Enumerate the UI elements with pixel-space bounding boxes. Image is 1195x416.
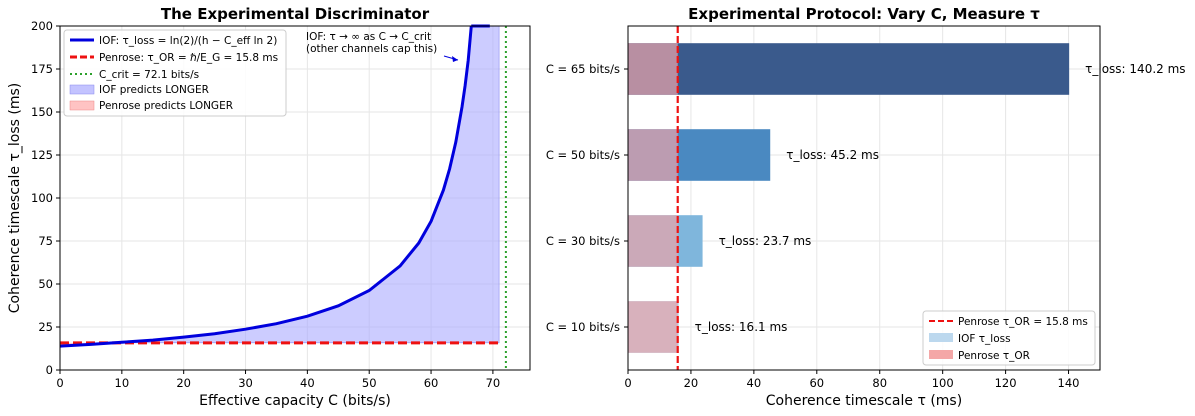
legend-swatch-iof-bar xyxy=(929,333,953,342)
left-chart: The Experimental Discriminator 0 10 20 30 40… xyxy=(7,5,531,409)
left-y-tick-label: 75 xyxy=(38,234,53,248)
right-x-tick-label: 120 xyxy=(995,376,1017,390)
left-y-tick-label: 200 xyxy=(31,19,53,33)
bar-value-label: τ_loss: 45.2 ms xyxy=(786,148,879,162)
left-x-tick-label: 0 xyxy=(56,376,63,390)
right-x-tick-label: 100 xyxy=(932,376,954,390)
right-y-tick-label: C = 65 bits/s xyxy=(546,62,620,76)
annotation-line-1: IOF: τ → ∞ as C → C_crit xyxy=(306,31,431,43)
legend-label-penrose-fill: Penrose predicts LONGER xyxy=(99,100,233,112)
penrose-bar xyxy=(628,129,678,181)
annotation-arrowhead xyxy=(452,56,458,62)
left-x-tick-label: 20 xyxy=(176,376,191,390)
left-x-tick-label: 60 xyxy=(424,376,439,390)
right-x-tick-label: 60 xyxy=(809,376,824,390)
penrose-bar xyxy=(628,301,678,353)
bar-value-label: τ_loss: 16.1 ms xyxy=(695,320,788,334)
left-x-ticks: 0 10 20 30 40 50 60 70 xyxy=(56,370,500,390)
right-bars xyxy=(628,43,1070,353)
legend-label-iof-bar: IOF τ_loss xyxy=(958,333,1011,345)
penrose-bar xyxy=(628,215,678,267)
right-value-labels: τ_loss: 16.1 ms τ_loss: 23.7 ms τ_loss: 45… xyxy=(695,62,1186,334)
left-annotation: IOF: τ → ∞ as C → C_crit (other channels… xyxy=(306,31,459,62)
annotation-line-2: (other channels cap this) xyxy=(306,43,437,55)
right-y-tick-label: C = 30 bits/s xyxy=(546,234,620,248)
right-legend: Penrose τ_OR = 15.8 ms IOF τ_loss Penros… xyxy=(922,310,1096,366)
left-x-axis-label: Effective capacity C (bits/s) xyxy=(199,393,391,409)
left-x-tick-label: 10 xyxy=(115,376,130,390)
right-x-axis-label: Coherence timescale τ (ms) xyxy=(766,393,962,409)
left-x-tick-label: 40 xyxy=(300,376,315,390)
iof-curve xyxy=(59,25,473,348)
right-x-ticks: 0 20 40 60 80 100 120 140 xyxy=(624,370,1080,390)
right-x-tick-label: 140 xyxy=(1058,376,1080,390)
right-chart: Experimental Protocol: Vary C, Measure τ… xyxy=(546,5,1186,409)
left-y-tick-label: 100 xyxy=(31,191,53,205)
legend-label-ccrit: C_crit = 72.1 bits/s xyxy=(99,69,199,81)
penrose-bar xyxy=(628,43,678,95)
right-x-tick-label: 0 xyxy=(624,376,631,390)
right-y-ticks: C = 10 bits/s C = 30 bits/s C = 50 bits/s C… xyxy=(546,62,628,334)
left-y-tick-label: 150 xyxy=(31,105,53,119)
left-chart-title: The Experimental Discriminator xyxy=(161,5,430,23)
left-legend-box xyxy=(63,29,287,117)
right-legend-box xyxy=(922,310,1096,366)
right-x-tick-label: 80 xyxy=(872,376,887,390)
right-x-tick-label: 40 xyxy=(747,376,762,390)
left-y-tick-label: 50 xyxy=(38,277,53,291)
left-y-tick-label: 175 xyxy=(31,62,53,76)
bar-value-label: τ_loss: 23.7 ms xyxy=(719,234,812,248)
bar-value-label: τ_loss: 140.2 ms xyxy=(1085,62,1185,76)
left-x-tick-label: 70 xyxy=(486,376,501,390)
legend-label-penrose-dash: Penrose τ_OR = 15.8 ms xyxy=(958,316,1088,328)
left-y-tick-label: 125 xyxy=(31,148,53,162)
left-legend: IOF: τ_loss = ln(2)/(h − C_eff ln 2) Pen… xyxy=(63,29,287,117)
right-y-tick-label: C = 10 bits/s xyxy=(546,320,620,334)
legend-swatch-penrose-fill xyxy=(69,100,95,111)
legend-label-iof-line: IOF: τ_loss = ln(2)/(h − C_eff ln 2) xyxy=(99,35,277,47)
right-chart-title: Experimental Protocol: Vary C, Measure τ xyxy=(688,5,1040,23)
legend-label-penrose-bar: Penrose τ_OR xyxy=(958,350,1030,362)
left-x-tick-label: 30 xyxy=(238,376,253,390)
legend-label-penrose-line: Penrose: τ_OR = ℏ/E_G = 15.8 ms xyxy=(99,52,278,64)
legend-swatch-iof-fill xyxy=(69,84,95,95)
legend-swatch-penrose-bar xyxy=(929,350,953,359)
left-y-axis-label: Coherence timescale τ_loss (ms) xyxy=(7,83,23,313)
left-y-ticks: 0 25 50 75 100 125 150 175 200 xyxy=(31,19,60,377)
right-y-tick-label: C = 50 bits/s xyxy=(546,148,620,162)
legend-label-iof-fill: IOF predicts LONGER xyxy=(99,84,209,96)
left-y-tick-label: 25 xyxy=(38,320,53,334)
right-plot-frame xyxy=(627,25,1101,371)
iof-bar xyxy=(628,43,1070,95)
left-y-tick-label: 0 xyxy=(46,363,53,377)
left-x-tick-label: 50 xyxy=(362,376,377,390)
right-x-tick-label: 20 xyxy=(684,376,699,390)
